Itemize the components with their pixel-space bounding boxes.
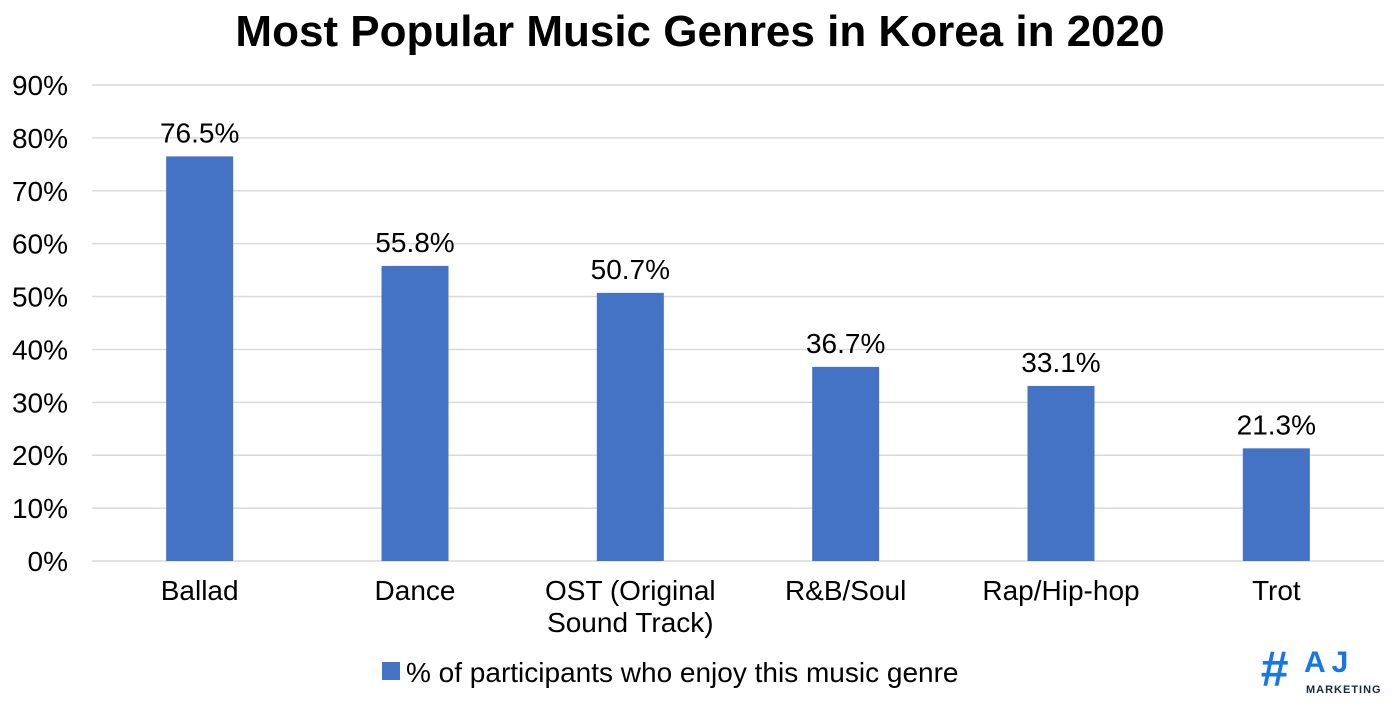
x-category-label: Trot [1252, 575, 1301, 606]
data-labels: 76.5% 55.8% 50.7% 36.7% 33.1% 21.3% [160, 117, 1316, 440]
bar [596, 292, 664, 561]
logo-subtitle: MARKETING [1306, 684, 1382, 696]
legend-label: % of participants who enjoy this music g… [406, 657, 959, 688]
y-tick-label: 0% [28, 546, 68, 577]
y-tick-label: 50% [12, 282, 68, 313]
y-tick-label: 70% [12, 176, 68, 207]
data-label: 36.7% [806, 328, 885, 359]
bar [1242, 448, 1310, 561]
x-category-label: Rap/Hip-hop [982, 575, 1139, 606]
bar [812, 366, 880, 561]
x-category-label: Dance [375, 575, 456, 606]
legend: % of participants who enjoy this music g… [382, 657, 959, 688]
data-label: 76.5% [160, 117, 239, 148]
y-tick-label: 30% [12, 387, 68, 418]
x-category-label: R&B/Soul [785, 575, 906, 606]
y-tick-label: 90% [12, 70, 68, 101]
x-category-label: Ballad [161, 575, 239, 606]
x-category-label: OST (Original Sound Track) [545, 575, 716, 638]
bars [166, 156, 1310, 561]
data-label: 21.3% [1237, 409, 1316, 440]
y-tick-label: 60% [12, 229, 68, 260]
y-tick-label: 10% [12, 493, 68, 524]
hash-logo-icon: # [1260, 641, 1288, 697]
y-axis-ticks: 0% 10% 20% 30% 40% 50% 60% 70% 80% 90% [12, 70, 68, 577]
y-tick-label: 80% [12, 123, 68, 154]
bar [166, 156, 234, 561]
bar [1027, 385, 1095, 561]
bar [381, 265, 449, 561]
gridlines [92, 84, 1384, 562]
logo-letters: AJ [1304, 646, 1355, 679]
chart-title: Most Popular Music Genres in Korea in 20… [235, 7, 1164, 56]
legend-swatch [382, 662, 400, 680]
data-label: 50.7% [591, 254, 670, 285]
y-tick-label: 40% [12, 334, 68, 365]
data-label: 33.1% [1021, 347, 1100, 378]
data-label: 55.8% [375, 227, 454, 258]
aj-marketing-logo: # AJ MARKETING [1258, 644, 1398, 700]
x-axis-categories: Ballad Dance OST (Original Sound Track) R&B/… [161, 575, 1301, 638]
y-tick-label: 20% [12, 440, 68, 471]
